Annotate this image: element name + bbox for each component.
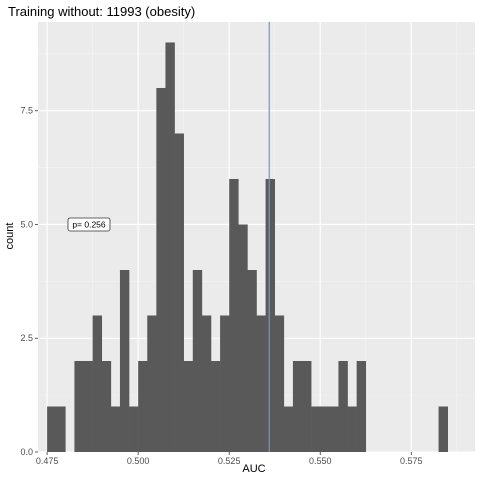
histogram-bar xyxy=(356,360,367,452)
annotation-box xyxy=(67,217,111,232)
x-axis-ticks: 0.475 0.500 0.525 0.550 0.575 xyxy=(36,452,423,466)
histogram-bar xyxy=(83,360,93,452)
histogram-bar xyxy=(129,406,139,452)
histogram-bar xyxy=(220,315,230,452)
histogram-bar xyxy=(147,315,157,452)
histogram-bar xyxy=(110,406,121,452)
histogram-bar xyxy=(320,406,330,452)
histogram-bar xyxy=(201,315,212,452)
histogram-bar xyxy=(119,269,130,452)
histogram-bar xyxy=(274,315,285,452)
histogram-bar xyxy=(247,269,257,452)
histogram-bar xyxy=(174,133,184,452)
y-tick-label: 5.0 xyxy=(20,219,33,229)
histogram-bar xyxy=(74,360,84,452)
histogram-bar xyxy=(101,360,112,452)
x-tick-label: 0.525 xyxy=(218,456,241,466)
x-tick-label: 0.475 xyxy=(36,456,59,466)
histogram-bar xyxy=(283,406,294,452)
y-axis-ticks: 0.0 2.5 5.0 7.5 xyxy=(20,106,38,457)
histogram-bar xyxy=(165,42,175,452)
histogram-bar xyxy=(56,406,66,452)
y-tick-label: 7.5 xyxy=(20,106,33,116)
y-tick-label: 0.0 xyxy=(20,447,33,457)
histogram-bar xyxy=(338,360,348,452)
histogram-bar xyxy=(192,269,203,452)
histogram-bar xyxy=(265,178,276,452)
histogram-bars xyxy=(47,42,448,453)
histogram-bar xyxy=(183,360,194,452)
histogram-bar xyxy=(238,224,248,452)
histogram-bar xyxy=(92,315,103,452)
histogram-bar xyxy=(138,360,148,452)
histogram-bar xyxy=(311,406,321,452)
histogram-bar xyxy=(347,406,357,452)
histogram-bar xyxy=(229,178,239,452)
histogram-bar xyxy=(256,315,266,452)
x-tick-label: 0.575 xyxy=(400,456,423,466)
p-value-annotation: p= 0.256 xyxy=(67,217,111,232)
histogram-bar xyxy=(329,406,339,452)
histogram-bar xyxy=(302,360,312,452)
histogram-bar xyxy=(438,406,448,452)
x-tick-label: 0.550 xyxy=(309,456,332,466)
x-axis-label: AUC xyxy=(242,463,265,475)
histogram-bar xyxy=(292,360,303,452)
y-tick-label: 2.5 xyxy=(20,333,33,343)
chart-title: Training without: 11993 (obesity) xyxy=(8,4,195,19)
y-axis-label: count xyxy=(4,223,16,250)
histogram-bar xyxy=(47,406,57,452)
x-tick-label: 0.500 xyxy=(127,456,150,466)
annotation-label: p= 0.256 xyxy=(72,219,106,229)
histogram-bar xyxy=(210,360,221,452)
histogram-bar xyxy=(156,87,166,453)
